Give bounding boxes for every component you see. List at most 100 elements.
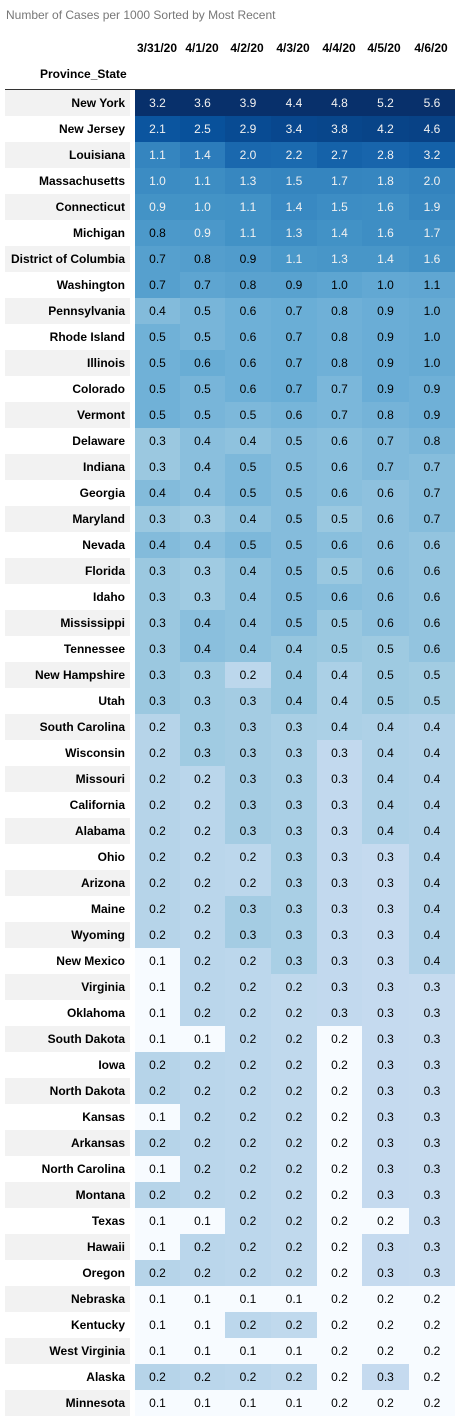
row-label: Alabama [5,818,130,844]
heatmap-cell: 0.3 [362,1364,409,1390]
row-label: New York [5,90,130,116]
row-label: Maine [5,896,130,922]
heatmap-cell: 0.7 [180,272,225,298]
heatmap-cell: 0.2 [135,1364,180,1390]
heatmap-cell: 0.2 [180,948,225,974]
heatmap-cell: 0.2 [271,1312,317,1338]
heatmap-cell: 1.9 [409,194,455,220]
heatmap-cell: 2.0 [409,168,455,194]
heatmap-cell: 0.2 [135,1052,180,1078]
heatmap-cell: 0.3 [362,844,409,870]
row-label: Colorado [5,376,130,402]
heatmap-cell: 0.3 [317,1000,362,1026]
heatmap-cell: 0.2 [317,1364,362,1390]
heatmap-cell: 0.6 [362,506,409,532]
heatmap-cell: 0.2 [135,844,180,870]
heatmap-cell: 0.3 [225,740,271,766]
heatmap-cell: 0.3 [271,740,317,766]
heatmap-cell: 0.6 [362,584,409,610]
heatmap-cell: 0.4 [225,610,271,636]
heatmap-cell: 0.1 [135,1338,180,1364]
heatmap-cell: 0.5 [271,506,317,532]
index-header: Province_State [40,67,127,81]
heatmap-cell: 0.9 [409,376,455,402]
row-label: Florida [5,558,130,584]
heatmap-cell: 0.3 [135,610,180,636]
heatmap-cell: 0.3 [317,844,362,870]
heatmap-cell: 4.4 [271,90,317,116]
heatmap-cell: 0.2 [317,1026,362,1052]
row-label: Minnesota [5,1390,130,1416]
heatmap-cell: 0.3 [362,1000,409,1026]
heatmap-cell: 0.2 [225,974,271,1000]
row-label: Kansas [5,1104,130,1130]
heatmap-cell: 0.3 [409,1000,455,1026]
heatmap-cell: 0.3 [362,1130,409,1156]
heatmap-cell: 0.2 [135,1078,180,1104]
heatmap-cell: 0.3 [317,792,362,818]
heatmap-cell: 0.3 [225,688,271,714]
table-row: California 0.2 0.2 0.3 0.3 0.3 0.4 0.4 [5,792,455,818]
heatmap-cell: 0.3 [271,948,317,974]
heatmap-cell: 0.9 [135,194,180,220]
heatmap-cell: 0.2 [409,1312,455,1338]
heatmap-cell: 0.2 [225,1104,271,1130]
heatmap-cell: 0.2 [180,896,225,922]
heatmap-cell: 0.3 [317,896,362,922]
heatmap-cell: 0.4 [362,766,409,792]
heatmap-cell: 0.4 [180,454,225,480]
heatmap-cell: 0.4 [225,636,271,662]
row-label: Iowa [5,1052,130,1078]
heatmap-cell: 4.8 [317,90,362,116]
table-caption: Number of Cases per 1000 Sorted by Most … [6,8,275,22]
heatmap-cell: 0.3 [135,636,180,662]
heatmap-cell: 0.2 [317,1208,362,1234]
heatmap-cell: 1.0 [180,194,225,220]
table-row: Arkansas 0.2 0.2 0.2 0.2 0.2 0.3 0.3 [5,1130,455,1156]
heatmap-cell: 0.9 [409,402,455,428]
table-row: South Carolina 0.2 0.3 0.3 0.3 0.4 0.4 0.4 [5,714,455,740]
heatmap-cell: 0.3 [409,1260,455,1286]
heatmap-cell: 1.8 [362,168,409,194]
heatmap-cell: 0.5 [271,428,317,454]
table-row: Arizona 0.2 0.2 0.2 0.3 0.3 0.3 0.4 [5,870,455,896]
heatmap-cell: 0.4 [225,584,271,610]
heatmap-cell: 1.0 [135,168,180,194]
heatmap-cell: 0.2 [225,1234,271,1260]
heatmap-cell: 0.2 [225,1208,271,1234]
table-row: North Carolina 0.1 0.2 0.2 0.2 0.2 0.3 0.3 [5,1156,455,1182]
heatmap-cell: 0.3 [362,1052,409,1078]
heatmap-cell: 2.7 [317,142,362,168]
row-label: South Dakota [5,1026,130,1052]
heatmap-cell: 0.5 [135,402,180,428]
row-label: Louisiana [5,142,130,168]
heatmap-cell: 0.3 [271,844,317,870]
heatmap-cell: 0.9 [362,298,409,324]
table-row: Wisconsin 0.2 0.3 0.3 0.3 0.3 0.4 0.4 [5,740,455,766]
row-label: Massachusetts [5,168,130,194]
table-row: Delaware 0.3 0.4 0.4 0.5 0.6 0.7 0.8 [5,428,455,454]
heatmap-cell: 0.3 [180,584,225,610]
heatmap-cell: 0.2 [271,974,317,1000]
table-row: Texas 0.1 0.1 0.2 0.2 0.2 0.2 0.3 [5,1208,455,1234]
table-row: Mississippi 0.3 0.4 0.4 0.5 0.5 0.6 0.6 [5,610,455,636]
heatmap-cell: 1.3 [225,168,271,194]
column-header: 4/5/20 [362,41,406,55]
heatmap-cell: 0.3 [362,1078,409,1104]
heatmap-cell: 5.6 [409,90,455,116]
heatmap-cell: 0.2 [180,870,225,896]
heatmap-cell: 1.5 [317,194,362,220]
heatmap-cell: 0.1 [180,1390,225,1416]
heatmap-cell: 0.1 [135,1390,180,1416]
heatmap-cell: 0.2 [271,1052,317,1078]
heatmap-cell: 0.2 [271,1208,317,1234]
heatmap-cell: 0.7 [271,376,317,402]
heatmap-cell: 0.1 [225,1338,271,1364]
heatmap-cell: 0.4 [409,818,455,844]
heatmap-cell: 0.5 [271,584,317,610]
heatmap-cell: 0.1 [271,1338,317,1364]
row-label: Idaho [5,584,130,610]
heatmap-cell: 1.1 [409,272,455,298]
heatmap-cell: 0.2 [135,870,180,896]
heatmap-cell: 0.5 [225,480,271,506]
